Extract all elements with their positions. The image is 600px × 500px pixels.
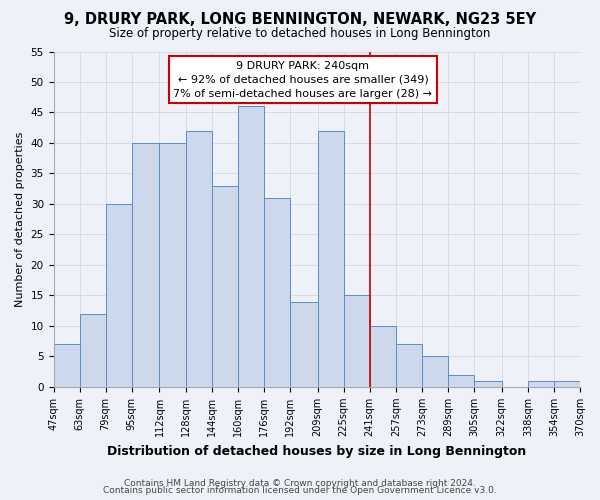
Bar (422, 356, 448, 387)
Bar (370, 326, 396, 387)
Bar (185, 131, 212, 387)
Bar (212, 186, 238, 387)
Bar (317, 131, 344, 387)
Y-axis label: Number of detached properties: Number of detached properties (15, 132, 25, 307)
Bar (528, 381, 554, 387)
Bar (448, 374, 474, 387)
Text: Size of property relative to detached houses in Long Bennington: Size of property relative to detached ho… (109, 28, 491, 40)
Text: 9, DRURY PARK, LONG BENNINGTON, NEWARK, NG23 5EY: 9, DRURY PARK, LONG BENNINGTON, NEWARK, … (64, 12, 536, 28)
Bar (344, 296, 370, 387)
Bar (53, 344, 80, 387)
Bar (264, 198, 290, 387)
Bar (554, 381, 580, 387)
Bar (106, 204, 132, 387)
Text: 9 DRURY PARK: 240sqm
← 92% of detached houses are smaller (349)
7% of semi-detac: 9 DRURY PARK: 240sqm ← 92% of detached h… (173, 60, 433, 98)
Bar (132, 143, 160, 387)
Bar (160, 143, 185, 387)
Bar (238, 106, 264, 387)
X-axis label: Distribution of detached houses by size in Long Bennington: Distribution of detached houses by size … (107, 444, 526, 458)
Bar (396, 344, 422, 387)
Text: Contains HM Land Registry data © Crown copyright and database right 2024.: Contains HM Land Registry data © Crown c… (124, 478, 476, 488)
Bar (80, 314, 106, 387)
Text: Contains public sector information licensed under the Open Government Licence v3: Contains public sector information licen… (103, 486, 497, 495)
Bar (474, 381, 502, 387)
Bar (290, 302, 317, 387)
